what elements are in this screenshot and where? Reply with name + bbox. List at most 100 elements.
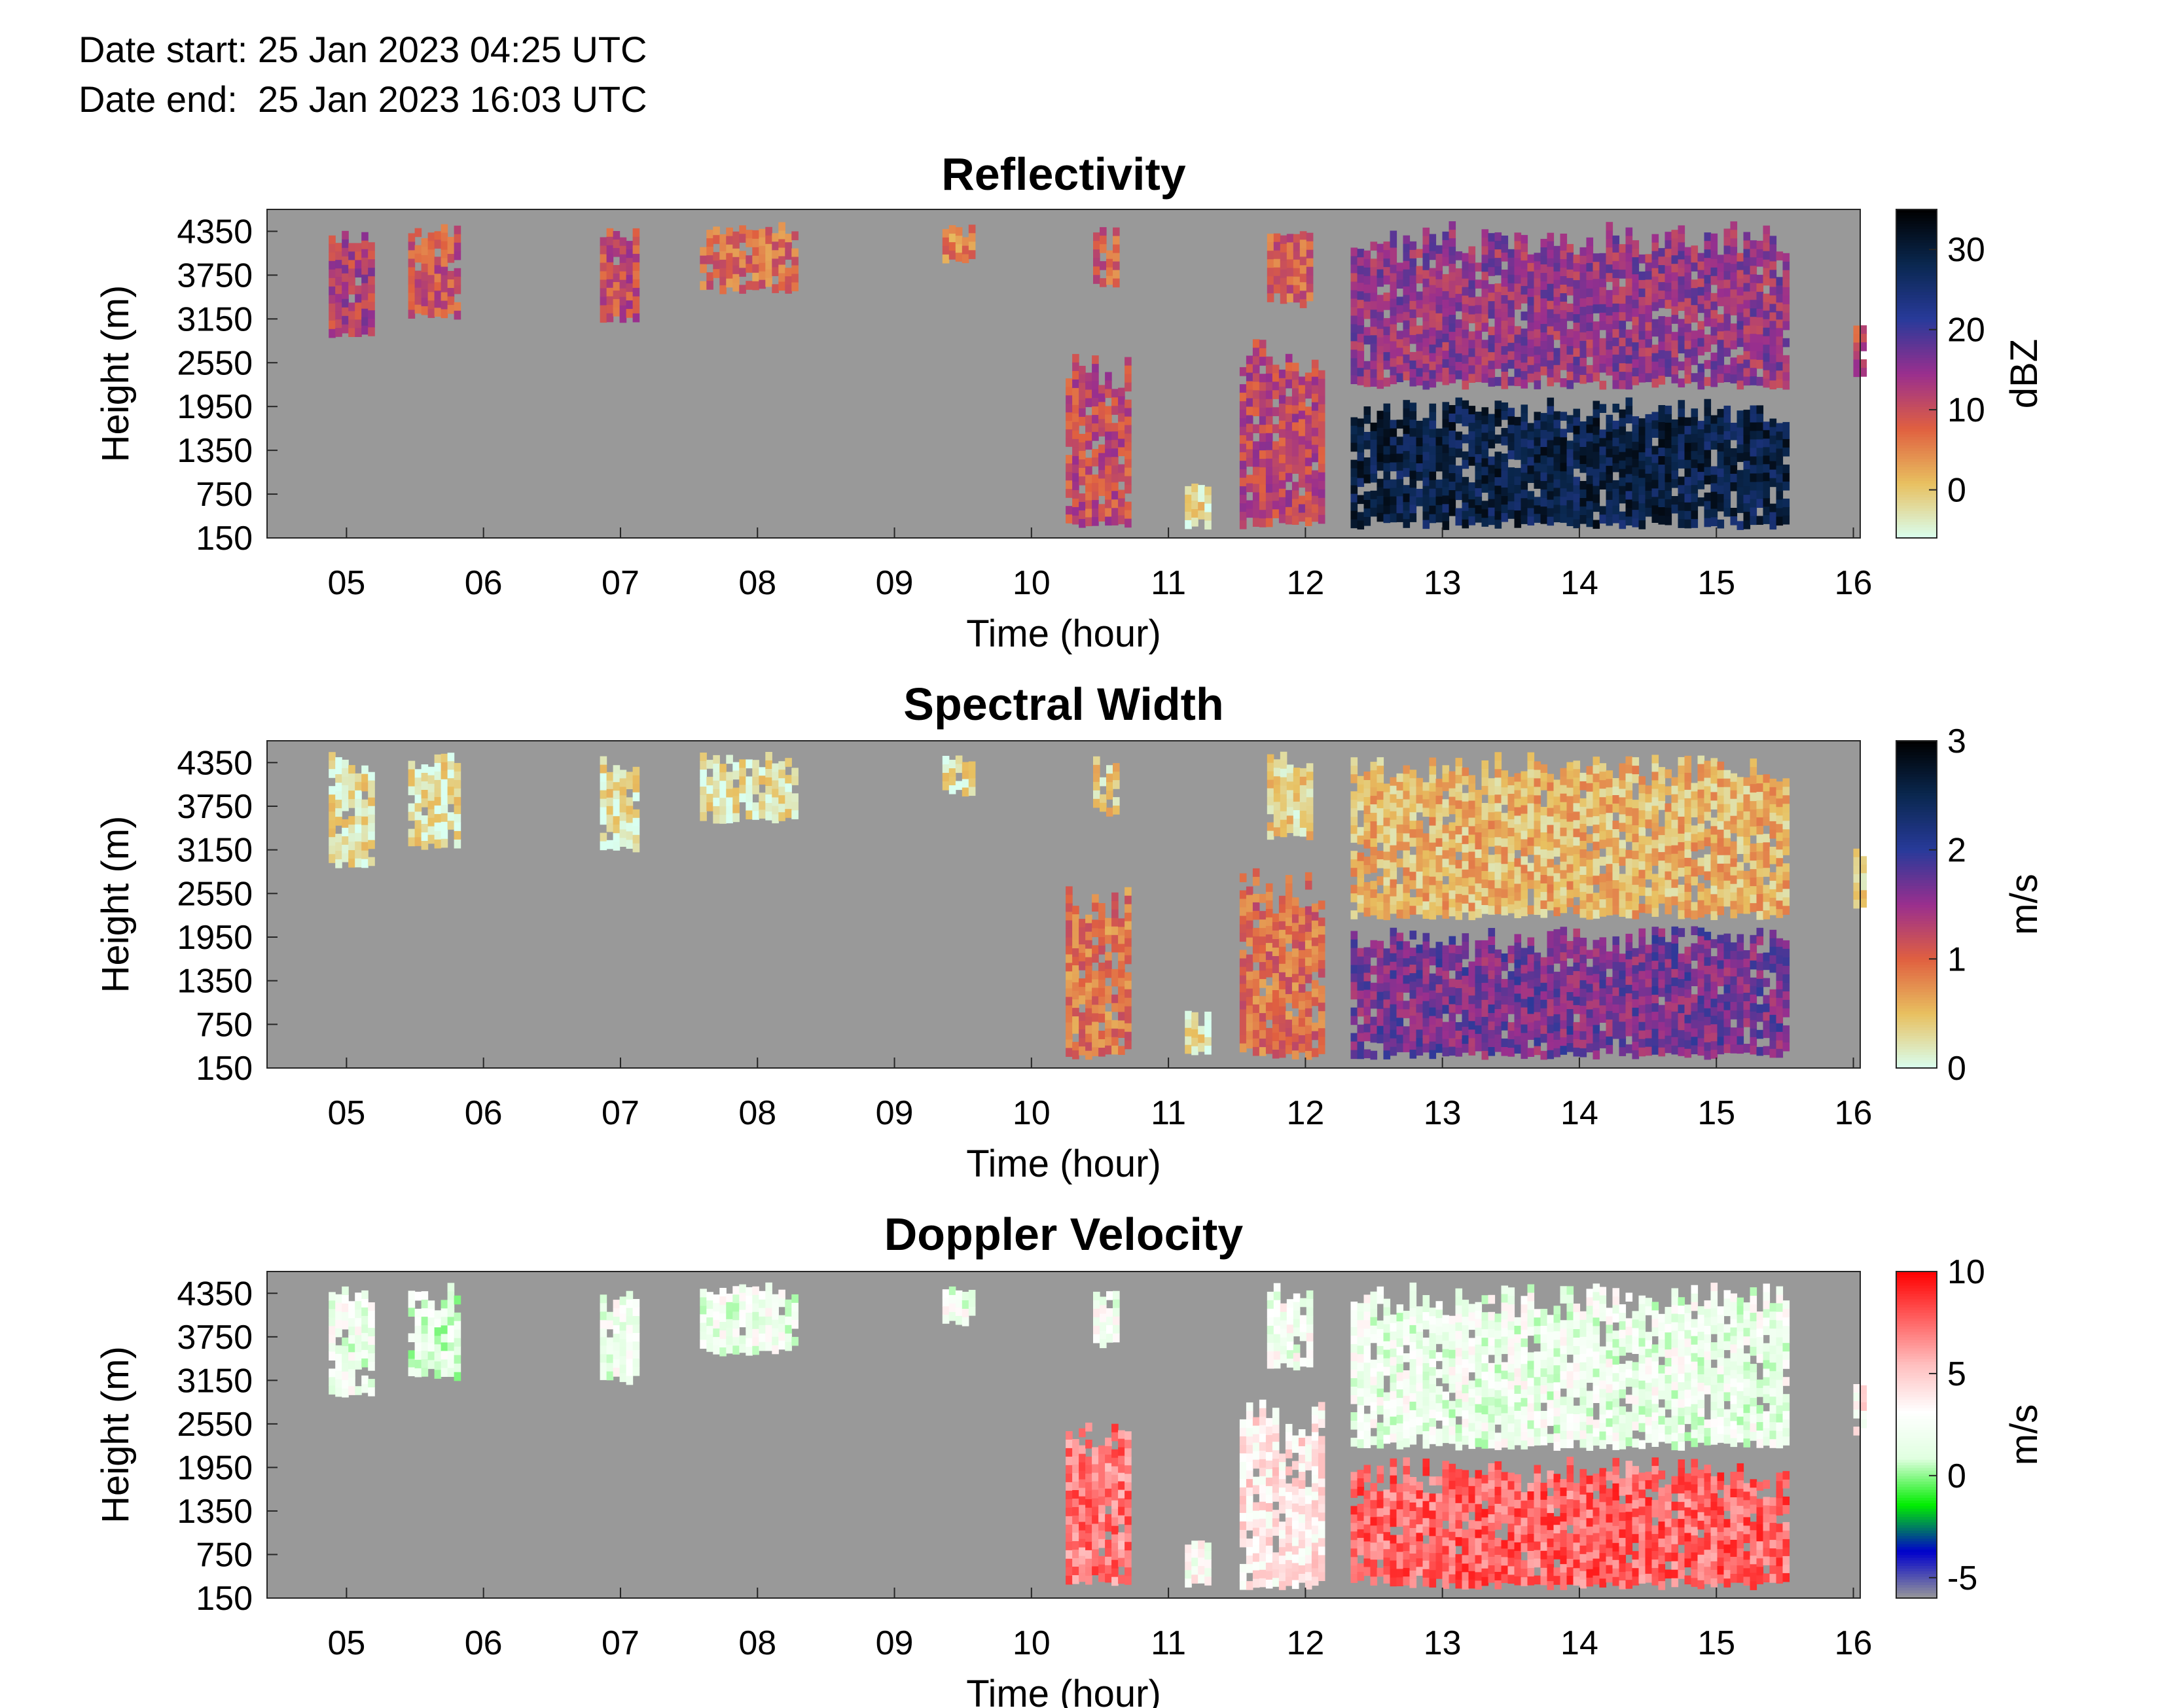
colorbar-step	[1896, 212, 1937, 216]
colorbar-step	[1896, 494, 1937, 498]
x-tick-label: 14	[1560, 1094, 1598, 1132]
x-tick-label: 10	[1013, 1094, 1051, 1132]
colorbar-step	[1896, 942, 1937, 946]
colorbar-step	[1896, 1301, 1937, 1305]
colorbar-step	[1896, 997, 1937, 1001]
y-tick-label: 750	[196, 1006, 253, 1044]
colorbar-step	[1896, 898, 1937, 902]
x-tick-label: 08	[738, 1624, 776, 1662]
colorbar-step	[1896, 1535, 1937, 1539]
colorbar-step	[1896, 1385, 1937, 1389]
colorbar-step	[1896, 442, 1937, 446]
colorbar-step	[1896, 1407, 1937, 1411]
colorbar-step	[1896, 768, 1937, 772]
colorbar-step	[1896, 929, 1937, 933]
colorbar-step	[1896, 1057, 1937, 1061]
colorbar-step	[1896, 830, 1937, 834]
colorbar-step	[1896, 1470, 1937, 1474]
colorbar-step	[1896, 1592, 1937, 1596]
x-tick-label: 16	[1835, 1094, 1873, 1132]
colorbar-step	[1896, 231, 1937, 235]
echo-region	[1239, 868, 1325, 1060]
colorbar-step	[1896, 1415, 1937, 1419]
colorbar-step	[1896, 858, 1937, 862]
colorbar-step	[1896, 1481, 1937, 1485]
colorbar-step	[1896, 1446, 1937, 1450]
colorbar-step	[1896, 934, 1937, 938]
colorbar-step	[1896, 1326, 1937, 1330]
colorbar-step	[1896, 1024, 1937, 1028]
colorbar-step	[1896, 1350, 1937, 1354]
colorbar-step	[1896, 472, 1937, 476]
colorbar-step	[1896, 1059, 1937, 1063]
colorbar-step	[1896, 1298, 1937, 1302]
colorbar-step	[1896, 395, 1937, 399]
colorbar-step	[1896, 1331, 1937, 1335]
colorbar-step	[1896, 912, 1937, 916]
echo-region	[408, 1283, 461, 1381]
colorbar-step	[1896, 370, 1937, 374]
y-tick-label: 1950	[177, 388, 253, 426]
echo-region	[1350, 1457, 1790, 1590]
colorbar-step	[1896, 351, 1937, 355]
colorbar-step	[1896, 529, 1937, 533]
colorbar-step	[1896, 891, 1937, 895]
echo-region	[942, 224, 976, 264]
echo-region	[1853, 1384, 1867, 1436]
x-tick-label: 15	[1697, 1094, 1735, 1132]
colorbar-step	[1896, 1519, 1937, 1523]
colorbar-step	[1896, 1543, 1937, 1547]
colorbar-step	[1896, 319, 1937, 323]
colorbar-step	[1896, 1402, 1937, 1406]
colorbar-step	[1896, 283, 1937, 287]
colorbar-step	[1896, 1054, 1937, 1058]
colorbar-tick-label: 2	[1947, 832, 1966, 870]
colorbar-tick-label: 3	[1947, 722, 1966, 760]
colorbar-step	[1896, 382, 1937, 385]
colorbar-step	[1896, 447, 1937, 451]
colorbar-step	[1896, 327, 1937, 330]
colorbar-step	[1896, 491, 1937, 495]
colorbar-step	[1896, 1554, 1937, 1558]
colorbar-step	[1896, 1334, 1937, 1338]
echo-region	[1350, 752, 1790, 921]
y-tick-label: 3750	[177, 1319, 253, 1357]
colorbar-step	[1896, 305, 1937, 309]
colorbar-step	[1896, 1546, 1937, 1550]
colorbar-step	[1896, 1472, 1937, 1476]
colorbar-step	[1896, 893, 1937, 897]
colorbar-step	[1896, 412, 1937, 416]
echo-region	[1093, 227, 1120, 288]
colorbar-step	[1896, 390, 1937, 394]
colorbar-step	[1896, 480, 1937, 484]
colorbar-step	[1896, 1320, 1937, 1324]
colorbar-step	[1896, 970, 1937, 973]
colorbar-step	[1896, 1432, 1937, 1436]
colorbar-step	[1896, 863, 1937, 867]
colorbar-step	[1896, 497, 1937, 501]
echo-region	[1185, 1010, 1212, 1056]
colorbar-step	[1896, 921, 1937, 924]
colorbar-step	[1896, 1003, 1937, 1006]
echo-region	[1267, 1283, 1314, 1371]
colorbar-step	[1896, 1285, 1937, 1289]
colorbar-step	[1896, 787, 1937, 791]
colorbar-step	[1896, 888, 1937, 891]
x-tick-label: 15	[1697, 564, 1735, 602]
colorbar-step	[1896, 1440, 1937, 1444]
x-axis-label: Time (hour)	[966, 1143, 1161, 1185]
colorbar-step	[1896, 760, 1937, 764]
echo-region	[1239, 1399, 1325, 1590]
colorbar-step	[1896, 518, 1937, 522]
colorbar-label: m/s	[2003, 874, 2045, 934]
colorbar-step	[1896, 521, 1937, 525]
colorbar-step	[1896, 980, 1937, 984]
colorbar-step	[1896, 959, 1937, 963]
colorbar-step	[1896, 1568, 1937, 1572]
colorbar-step	[1896, 877, 1937, 881]
colorbar-step	[1896, 1304, 1937, 1308]
colorbar-step	[1896, 253, 1937, 257]
colorbar-step	[1896, 1516, 1937, 1520]
colorbar-step	[1896, 1366, 1937, 1370]
y-tick-label: 3150	[177, 1362, 253, 1400]
